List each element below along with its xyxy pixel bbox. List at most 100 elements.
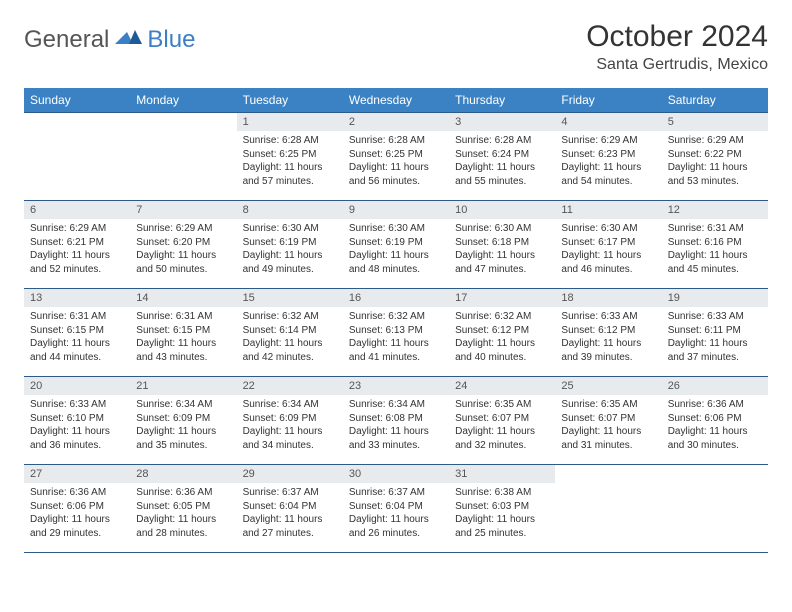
daylight-line: Daylight: 11 hours and 30 minutes. (668, 425, 762, 452)
location-label: Santa Gertrudis, Mexico (586, 56, 768, 74)
day-details: Sunrise: 6:33 AMSunset: 6:12 PMDaylight:… (555, 307, 661, 368)
sunset-line: Sunset: 6:14 PM (243, 324, 337, 338)
day-number: 14 (130, 289, 236, 307)
daylight-line: Daylight: 11 hours and 42 minutes. (243, 337, 337, 364)
day-details: Sunrise: 6:32 AMSunset: 6:14 PMDaylight:… (237, 307, 343, 368)
day-number: 10 (449, 201, 555, 219)
sunrise-line: Sunrise: 6:33 AM (30, 398, 124, 412)
calendar-cell: 1Sunrise: 6:28 AMSunset: 6:25 PMDaylight… (237, 113, 343, 201)
sunset-line: Sunset: 6:15 PM (30, 324, 124, 338)
day-details: Sunrise: 6:38 AMSunset: 6:03 PMDaylight:… (449, 483, 555, 544)
daylight-line: Daylight: 11 hours and 35 minutes. (136, 425, 230, 452)
sunrise-line: Sunrise: 6:30 AM (561, 222, 655, 236)
calendar-cell: 23Sunrise: 6:34 AMSunset: 6:08 PMDayligh… (343, 377, 449, 465)
daylight-line: Daylight: 11 hours and 36 minutes. (30, 425, 124, 452)
day-details: Sunrise: 6:29 AMSunset: 6:21 PMDaylight:… (24, 219, 130, 280)
sunset-line: Sunset: 6:07 PM (561, 412, 655, 426)
sunset-line: Sunset: 6:09 PM (243, 412, 337, 426)
sunrise-line: Sunrise: 6:30 AM (349, 222, 443, 236)
day-number: 9 (343, 201, 449, 219)
sunset-line: Sunset: 6:19 PM (349, 236, 443, 250)
sunset-line: Sunset: 6:06 PM (668, 412, 762, 426)
day-details: Sunrise: 6:36 AMSunset: 6:06 PMDaylight:… (24, 483, 130, 544)
day-number: 7 (130, 201, 236, 219)
calendar-cell: 7 Sunrise: 6:29 AMSunset: 6:20 PMDaylight… (130, 201, 236, 289)
table-row: 1Sunrise: 6:28 AMSunset: 6:25 PMDaylight… (24, 113, 768, 201)
calendar-cell: 21Sunrise: 6:34 AMSunset: 6:09 PMDayligh… (130, 377, 236, 465)
sunrise-line: Sunrise: 6:36 AM (668, 398, 762, 412)
day-details: Sunrise: 6:37 AMSunset: 6:04 PMDaylight:… (237, 483, 343, 544)
day-number: 6 (24, 201, 130, 219)
day-number: 23 (343, 377, 449, 395)
daylight-line: Daylight: 11 hours and 27 minutes. (243, 513, 337, 540)
calendar-cell: 25Sunrise: 6:35 AMSunset: 6:07 PMDayligh… (555, 377, 661, 465)
daylight-line: Daylight: 11 hours and 44 minutes. (30, 337, 124, 364)
day-header: Saturday (662, 88, 768, 113)
calendar-cell: 17Sunrise: 6:32 AMSunset: 6:12 PMDayligh… (449, 289, 555, 377)
daylight-line: Daylight: 11 hours and 47 minutes. (455, 249, 549, 276)
calendar-cell: 22Sunrise: 6:34 AMSunset: 6:09 PMDayligh… (237, 377, 343, 465)
sunrise-line: Sunrise: 6:29 AM (30, 222, 124, 236)
day-header: Wednesday (343, 88, 449, 113)
sunrise-line: Sunrise: 6:30 AM (243, 222, 337, 236)
sunrise-line: Sunrise: 6:28 AM (349, 134, 443, 148)
day-number: 11 (555, 201, 661, 219)
sunset-line: Sunset: 6:25 PM (349, 148, 443, 162)
day-number: 24 (449, 377, 555, 395)
calendar-cell (24, 113, 130, 201)
sunset-line: Sunset: 6:23 PM (561, 148, 655, 162)
sunrise-line: Sunrise: 6:29 AM (561, 134, 655, 148)
sunrise-line: Sunrise: 6:37 AM (243, 486, 337, 500)
sunrise-line: Sunrise: 6:38 AM (455, 486, 549, 500)
day-number: 25 (555, 377, 661, 395)
day-number: 30 (343, 465, 449, 483)
day-header-row: Sunday Monday Tuesday Wednesday Thursday… (24, 88, 768, 113)
day-details: Sunrise: 6:30 AMSunset: 6:19 PMDaylight:… (343, 219, 449, 280)
day-number: 1 (237, 113, 343, 131)
sunrise-line: Sunrise: 6:29 AM (136, 222, 230, 236)
daylight-line: Daylight: 11 hours and 46 minutes. (561, 249, 655, 276)
day-number: 27 (24, 465, 130, 483)
daylight-line: Daylight: 11 hours and 40 minutes. (455, 337, 549, 364)
sunrise-line: Sunrise: 6:31 AM (668, 222, 762, 236)
sunset-line: Sunset: 6:20 PM (136, 236, 230, 250)
sunset-line: Sunset: 6:08 PM (349, 412, 443, 426)
table-row: 27Sunrise: 6:36 AMSunset: 6:06 PMDayligh… (24, 465, 768, 553)
calendar-cell: 18Sunrise: 6:33 AMSunset: 6:12 PMDayligh… (555, 289, 661, 377)
day-header: Monday (130, 88, 236, 113)
day-details: Sunrise: 6:34 AMSunset: 6:08 PMDaylight:… (343, 395, 449, 456)
sunrise-line: Sunrise: 6:28 AM (243, 134, 337, 148)
calendar-cell: 31Sunrise: 6:38 AMSunset: 6:03 PMDayligh… (449, 465, 555, 553)
daylight-line: Daylight: 11 hours and 49 minutes. (243, 249, 337, 276)
day-number: 4 (555, 113, 661, 131)
day-number: 19 (662, 289, 768, 307)
sunrise-line: Sunrise: 6:34 AM (349, 398, 443, 412)
sunset-line: Sunset: 6:24 PM (455, 148, 549, 162)
sunset-line: Sunset: 6:03 PM (455, 500, 549, 514)
sunrise-line: Sunrise: 6:31 AM (136, 310, 230, 324)
daylight-line: Daylight: 11 hours and 43 minutes. (136, 337, 230, 364)
sunset-line: Sunset: 6:12 PM (561, 324, 655, 338)
day-number: 2 (343, 113, 449, 131)
logo-text-blue: Blue (147, 26, 195, 54)
title-block: October 2024 Santa Gertrudis, Mexico (586, 20, 768, 74)
day-details: Sunrise: 6:28 AMSunset: 6:25 PMDaylight:… (343, 131, 449, 192)
calendar-cell: 29Sunrise: 6:37 AMSunset: 6:04 PMDayligh… (237, 465, 343, 553)
calendar-cell: 14Sunrise: 6:31 AMSunset: 6:15 PMDayligh… (130, 289, 236, 377)
daylight-line: Daylight: 11 hours and 54 minutes. (561, 161, 655, 188)
daylight-line: Daylight: 11 hours and 52 minutes. (30, 249, 124, 276)
day-number: 12 (662, 201, 768, 219)
day-number: 20 (24, 377, 130, 395)
sunset-line: Sunset: 6:21 PM (30, 236, 124, 250)
day-details: Sunrise: 6:34 AMSunset: 6:09 PMDaylight:… (237, 395, 343, 456)
sunset-line: Sunset: 6:10 PM (30, 412, 124, 426)
day-number: 17 (449, 289, 555, 307)
daylight-line: Daylight: 11 hours and 50 minutes. (136, 249, 230, 276)
day-details: Sunrise: 6:31 AMSunset: 6:16 PMDaylight:… (662, 219, 768, 280)
daylight-line: Daylight: 11 hours and 26 minutes. (349, 513, 443, 540)
sunrise-line: Sunrise: 6:35 AM (561, 398, 655, 412)
sunrise-line: Sunrise: 6:33 AM (561, 310, 655, 324)
day-number: 29 (237, 465, 343, 483)
daylight-line: Daylight: 11 hours and 57 minutes. (243, 161, 337, 188)
calendar-cell: 30Sunrise: 6:37 AMSunset: 6:04 PMDayligh… (343, 465, 449, 553)
